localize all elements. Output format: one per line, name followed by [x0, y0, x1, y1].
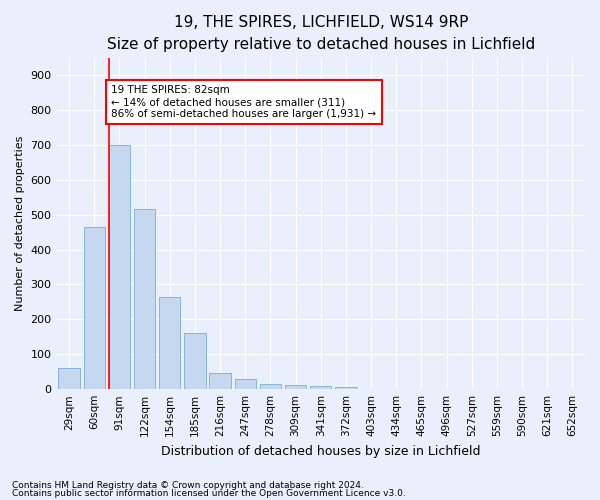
Bar: [83, 227, 105, 389]
X-axis label: Distribution of detached houses by size in Lichfield: Distribution of detached houses by size …: [161, 444, 481, 458]
Bar: [285, 385, 307, 389]
Bar: [159, 296, 181, 389]
Bar: [310, 386, 331, 389]
Text: Contains public sector information licensed under the Open Government Licence v3: Contains public sector information licen…: [12, 489, 406, 498]
Bar: [335, 388, 356, 389]
Title: 19, THE SPIRES, LICHFIELD, WS14 9RP
Size of property relative to detached houses: 19, THE SPIRES, LICHFIELD, WS14 9RP Size…: [107, 15, 535, 52]
Bar: [184, 334, 206, 389]
Bar: [235, 378, 256, 389]
Text: 19 THE SPIRES: 82sqm
← 14% of detached houses are smaller (311)
86% of semi-deta: 19 THE SPIRES: 82sqm ← 14% of detached h…: [111, 86, 376, 118]
Text: Contains HM Land Registry data © Crown copyright and database right 2024.: Contains HM Land Registry data © Crown c…: [12, 480, 364, 490]
Bar: [109, 145, 130, 389]
Bar: [134, 210, 155, 389]
Bar: [209, 374, 231, 389]
Y-axis label: Number of detached properties: Number of detached properties: [15, 136, 25, 311]
Bar: [260, 384, 281, 389]
Bar: [58, 368, 80, 389]
